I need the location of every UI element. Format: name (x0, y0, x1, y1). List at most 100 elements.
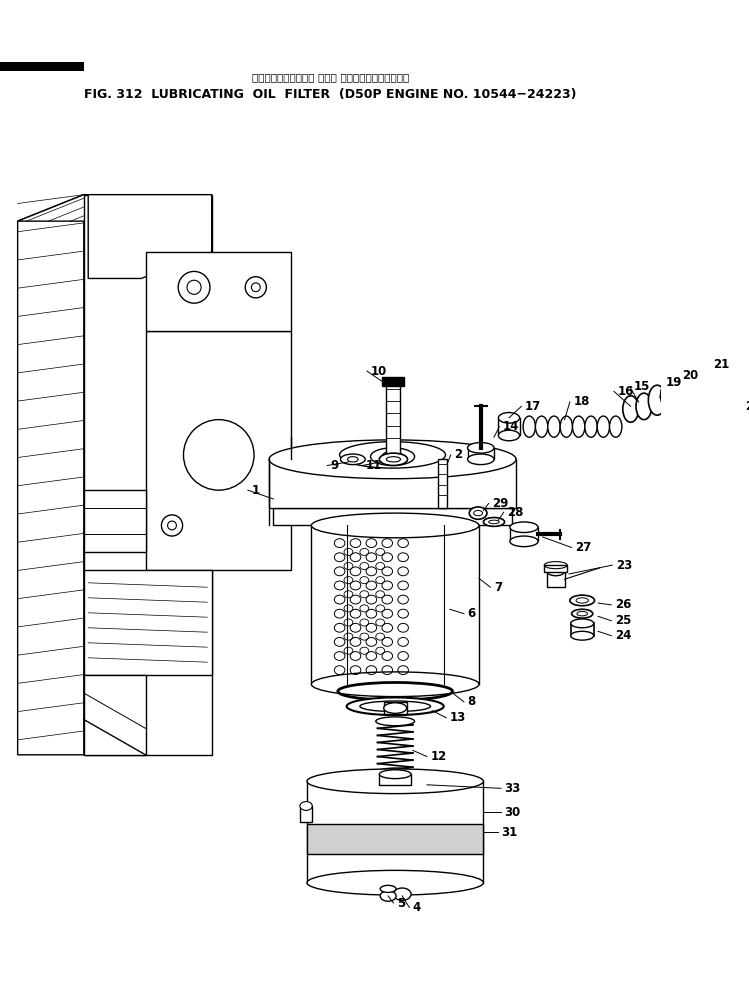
Ellipse shape (307, 769, 483, 793)
Text: 15: 15 (634, 380, 649, 393)
Polygon shape (467, 448, 494, 459)
Text: 26: 26 (615, 599, 631, 611)
Ellipse shape (467, 454, 494, 465)
Bar (383, 702, 407, 715)
Polygon shape (18, 195, 212, 221)
Ellipse shape (383, 703, 407, 714)
Ellipse shape (510, 536, 538, 547)
Text: 18: 18 (574, 395, 589, 409)
Bar (386, 384, 401, 455)
Polygon shape (88, 195, 212, 278)
Polygon shape (84, 569, 212, 675)
Ellipse shape (347, 698, 443, 715)
Bar (307, 824, 483, 854)
Polygon shape (273, 508, 512, 526)
Ellipse shape (341, 454, 366, 465)
Text: ルーブリケーティング オイル フィルタ　　　適用号機: ルーブリケーティング オイル フィルタ 適用号機 (252, 73, 409, 83)
Ellipse shape (510, 522, 538, 533)
Ellipse shape (380, 886, 396, 893)
Ellipse shape (679, 408, 709, 423)
Text: 16: 16 (617, 385, 634, 398)
Ellipse shape (649, 385, 666, 415)
Ellipse shape (269, 440, 516, 479)
Text: 9: 9 (331, 459, 339, 472)
Polygon shape (498, 418, 521, 435)
Text: 23: 23 (616, 558, 632, 572)
Ellipse shape (536, 416, 548, 437)
Text: 1: 1 (252, 484, 259, 496)
Ellipse shape (597, 416, 610, 437)
Ellipse shape (379, 453, 407, 466)
Ellipse shape (548, 416, 560, 437)
Text: 2: 2 (455, 448, 462, 461)
Ellipse shape (379, 770, 411, 779)
Ellipse shape (547, 567, 565, 576)
Text: 7: 7 (494, 581, 502, 594)
Ellipse shape (371, 448, 415, 466)
Polygon shape (571, 623, 594, 636)
Ellipse shape (570, 595, 595, 606)
Ellipse shape (252, 283, 260, 292)
Text: 24: 24 (615, 629, 631, 642)
Text: 20: 20 (682, 369, 698, 382)
Ellipse shape (386, 457, 401, 462)
Polygon shape (84, 675, 145, 755)
Ellipse shape (560, 416, 572, 437)
Ellipse shape (467, 442, 494, 453)
Polygon shape (84, 195, 212, 755)
Ellipse shape (178, 271, 210, 303)
Ellipse shape (679, 364, 709, 378)
Ellipse shape (661, 379, 680, 412)
Text: 33: 33 (505, 781, 521, 795)
Ellipse shape (622, 396, 639, 423)
Ellipse shape (483, 517, 505, 526)
Bar (545, 565, 567, 572)
Polygon shape (84, 491, 145, 551)
Ellipse shape (339, 441, 446, 468)
Ellipse shape (393, 888, 411, 900)
Ellipse shape (245, 276, 267, 298)
Bar (379, 775, 411, 784)
Ellipse shape (162, 515, 183, 536)
Polygon shape (18, 195, 84, 755)
Ellipse shape (498, 431, 520, 440)
Polygon shape (679, 372, 710, 415)
Ellipse shape (380, 891, 396, 901)
Ellipse shape (571, 609, 592, 618)
Bar (300, 806, 312, 822)
Ellipse shape (571, 619, 594, 628)
Ellipse shape (523, 416, 536, 437)
Polygon shape (510, 527, 538, 542)
Ellipse shape (300, 801, 312, 810)
Text: 12: 12 (431, 750, 446, 763)
Text: 17: 17 (525, 400, 541, 413)
Bar (0, 62, 84, 71)
Ellipse shape (585, 416, 597, 437)
Ellipse shape (382, 451, 403, 462)
Ellipse shape (470, 507, 487, 519)
Polygon shape (713, 374, 741, 416)
Bar (382, 377, 404, 386)
Text: 4: 4 (413, 900, 421, 914)
Ellipse shape (571, 631, 594, 640)
Text: 22: 22 (745, 400, 749, 413)
Ellipse shape (360, 701, 431, 712)
Text: 28: 28 (507, 505, 524, 519)
Text: 13: 13 (450, 712, 466, 724)
Text: 31: 31 (501, 826, 518, 838)
Ellipse shape (376, 717, 415, 725)
Text: 6: 6 (467, 607, 476, 620)
Text: 14: 14 (503, 420, 519, 434)
Polygon shape (269, 459, 516, 508)
Text: 27: 27 (575, 541, 592, 554)
Text: 11: 11 (366, 459, 382, 472)
Ellipse shape (572, 416, 585, 437)
Polygon shape (145, 252, 291, 331)
Text: 21: 21 (713, 359, 729, 372)
Bar (438, 459, 447, 508)
Ellipse shape (713, 409, 741, 423)
Polygon shape (547, 571, 565, 587)
Text: 25: 25 (615, 614, 631, 627)
Ellipse shape (312, 672, 479, 697)
Ellipse shape (376, 768, 415, 777)
